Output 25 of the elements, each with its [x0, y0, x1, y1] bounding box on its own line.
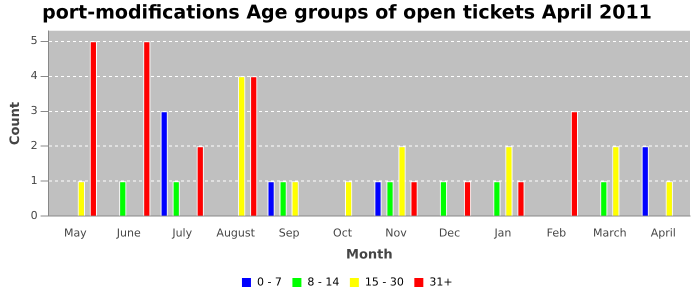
x-tick-label: August: [216, 226, 256, 240]
legend-label: 8 - 14: [307, 275, 340, 288]
y-tick-label: 4: [30, 69, 38, 82]
x-tick-label: Oct: [333, 226, 353, 240]
x-tick-label: July: [171, 226, 193, 240]
x-tick-label: April: [650, 226, 676, 240]
chart-title: port-modifications Age groups of open tickets April 2011: [42, 1, 652, 24]
x-tick-label: March: [593, 226, 627, 240]
y-tick-label: 2: [30, 139, 38, 152]
legend-label: 15 - 30: [364, 275, 404, 288]
x-tick-label: Dec: [438, 226, 460, 240]
x-tick-label: Nov: [385, 226, 408, 240]
legend-label: 0 - 7: [256, 275, 282, 288]
y-axis-title: Count: [8, 102, 24, 146]
x-tick-label: Jan: [493, 226, 512, 240]
legend-label: 31+: [429, 275, 453, 288]
x-tick-label: Sep: [278, 226, 300, 240]
x-tick-label: May: [64, 226, 88, 240]
y-tick-label: 0: [30, 209, 38, 222]
x-tick-label: June: [116, 226, 141, 240]
x-tick-label: Feb: [546, 226, 566, 240]
y-tick-label: 1: [30, 174, 38, 188]
x-axis-title: Month: [346, 248, 393, 263]
y-tick-label: 5: [30, 34, 38, 48]
y-tick-label: 3: [30, 104, 38, 118]
